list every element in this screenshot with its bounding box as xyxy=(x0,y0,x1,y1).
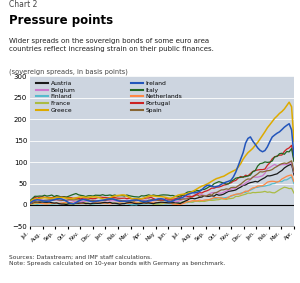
Text: Pressure points: Pressure points xyxy=(9,14,113,27)
Text: Wider spreads on the sovereign bonds of some euro area
countries reflect increas: Wider spreads on the sovereign bonds of … xyxy=(9,38,214,52)
Text: Chart 2: Chart 2 xyxy=(9,0,38,9)
Text: Sources: Datastream; and IMF staff calculations.
Note: Spreads calculated on 10-: Sources: Datastream; and IMF staff calcu… xyxy=(9,255,225,266)
Legend: Ireland, Italy, Netherlands, Portugal, Spain: Ireland, Italy, Netherlands, Portugal, S… xyxy=(131,81,182,113)
Text: (sovereign spreads, in basis points): (sovereign spreads, in basis points) xyxy=(9,69,128,75)
